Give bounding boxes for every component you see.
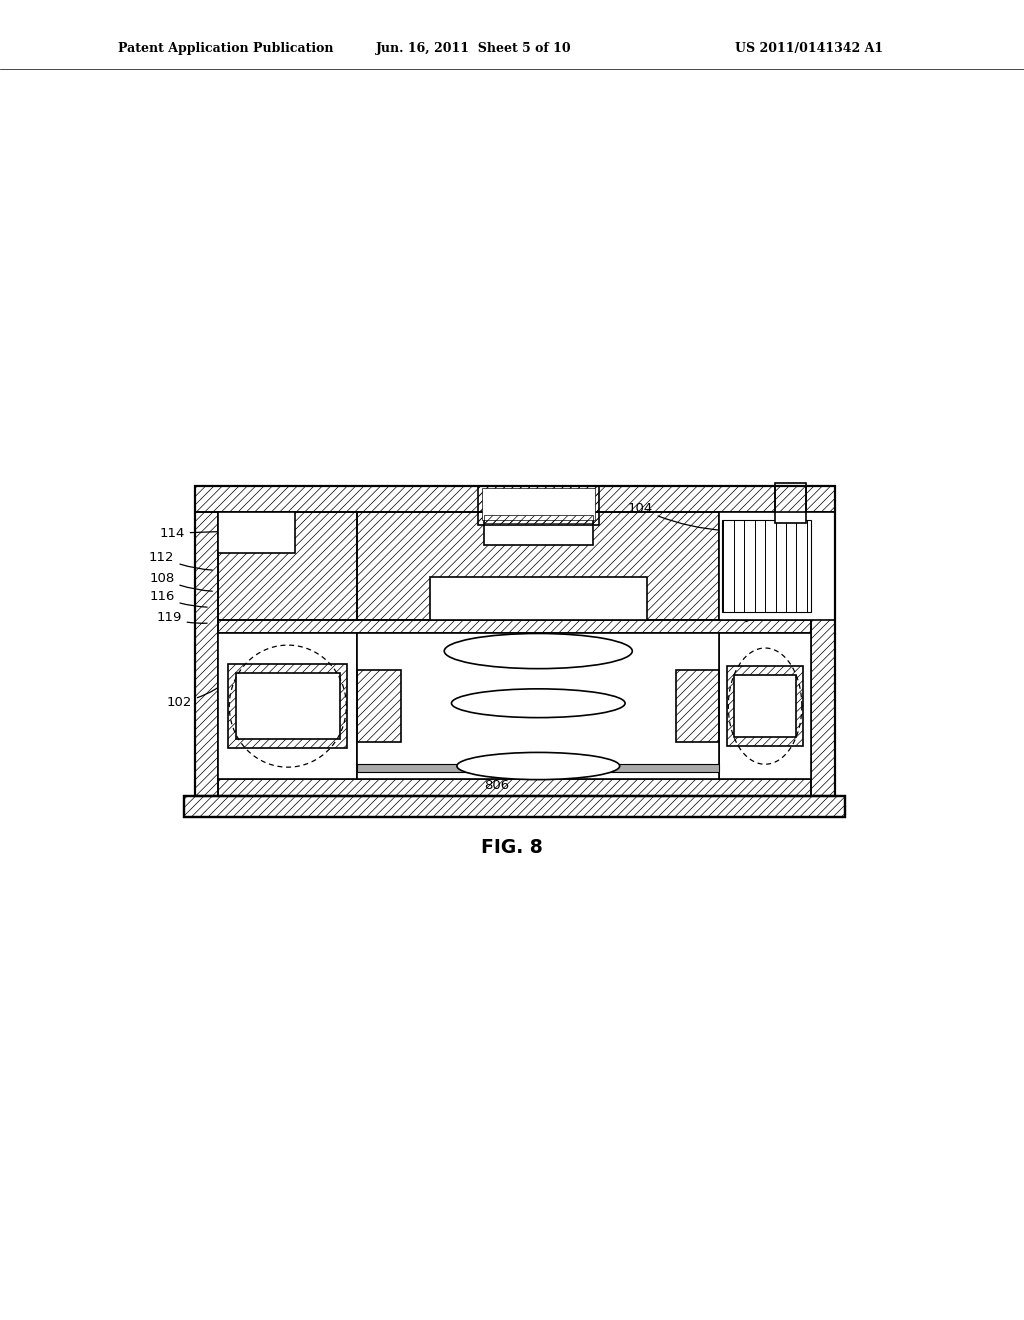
Text: 102: 102 bbox=[167, 677, 231, 709]
Ellipse shape bbox=[457, 752, 620, 780]
Bar bbox=[734, 676, 796, 737]
Bar bbox=[195, 486, 835, 512]
Bar bbox=[195, 512, 218, 796]
Text: 806: 806 bbox=[484, 758, 509, 792]
Bar bbox=[357, 669, 400, 742]
Bar bbox=[484, 515, 593, 523]
Bar bbox=[218, 512, 295, 553]
Text: 104: 104 bbox=[628, 502, 724, 531]
Bar bbox=[228, 664, 347, 748]
Bar bbox=[775, 483, 806, 523]
Bar bbox=[357, 764, 719, 772]
Bar bbox=[184, 796, 845, 817]
Text: FIG. 8: FIG. 8 bbox=[481, 838, 543, 857]
Bar bbox=[811, 512, 835, 796]
Text: 119: 119 bbox=[157, 611, 207, 624]
Ellipse shape bbox=[444, 634, 632, 669]
Bar bbox=[236, 673, 340, 739]
Bar bbox=[719, 634, 811, 779]
Text: Jun. 16, 2011  Sheet 5 of 10: Jun. 16, 2011 Sheet 5 of 10 bbox=[376, 42, 572, 55]
Ellipse shape bbox=[452, 689, 625, 718]
Bar bbox=[218, 779, 811, 796]
Text: 118: 118 bbox=[737, 700, 762, 717]
Bar bbox=[722, 520, 811, 612]
Text: 128: 128 bbox=[664, 752, 688, 775]
Bar bbox=[195, 486, 835, 796]
Text: 112: 112 bbox=[150, 550, 212, 570]
Bar bbox=[482, 488, 595, 520]
Bar bbox=[218, 512, 357, 620]
Bar bbox=[727, 667, 803, 746]
Bar bbox=[184, 796, 845, 817]
Bar bbox=[719, 512, 835, 620]
Text: 116: 116 bbox=[150, 590, 207, 607]
Text: 126: 126 bbox=[743, 611, 768, 624]
Bar bbox=[676, 669, 719, 742]
Text: 114: 114 bbox=[160, 527, 243, 540]
Bar bbox=[478, 486, 599, 525]
Bar bbox=[195, 486, 835, 796]
Text: 120: 120 bbox=[760, 739, 785, 756]
Bar bbox=[357, 512, 719, 620]
Bar bbox=[218, 634, 357, 779]
Bar bbox=[357, 634, 719, 779]
Bar bbox=[775, 486, 806, 512]
Bar bbox=[184, 796, 845, 817]
Text: US 2011/0141342 A1: US 2011/0141342 A1 bbox=[734, 42, 883, 55]
Text: 121: 121 bbox=[745, 722, 770, 735]
Bar bbox=[430, 577, 647, 620]
Text: Patent Application Publication: Patent Application Publication bbox=[118, 42, 333, 55]
Text: 108: 108 bbox=[150, 572, 212, 591]
Bar bbox=[484, 512, 593, 545]
Bar bbox=[218, 620, 811, 634]
